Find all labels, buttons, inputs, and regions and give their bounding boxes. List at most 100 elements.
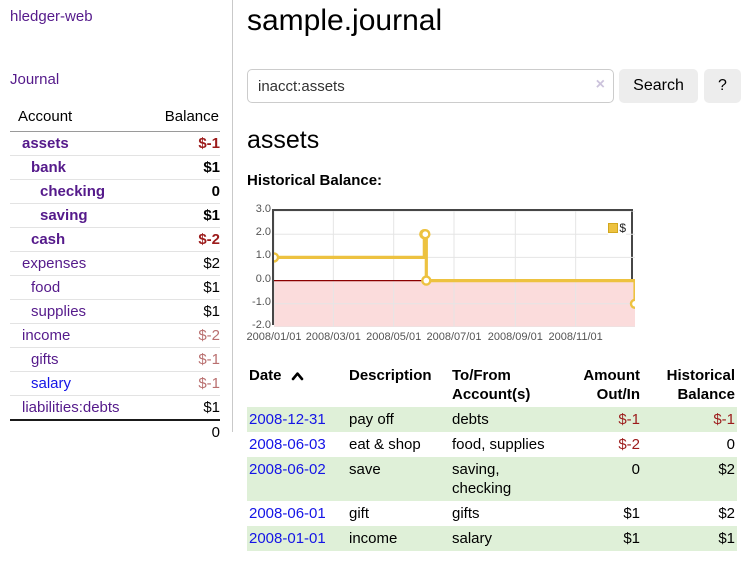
transaction-balance: $-1 — [713, 411, 735, 428]
journal-link[interactable]: Journal — [10, 71, 60, 88]
register-row: 2008-06-02 save saving, checking 0 $2 — [247, 457, 737, 501]
transaction-date-link[interactable]: 2008-06-03 — [249, 436, 326, 453]
x-axis-tick-label: 2008/03/01 — [305, 331, 361, 343]
account-link[interactable]: cash — [31, 231, 66, 248]
transaction-accounts: gifts — [452, 505, 480, 522]
account-row: salary $-1 — [10, 371, 220, 396]
register-header-balance: Historical Balance — [666, 367, 735, 403]
clear-search-icon[interactable]: × — [595, 76, 605, 93]
transaction-amount: $1 — [623, 505, 640, 522]
transaction-description: eat & shop — [349, 436, 421, 453]
accounts-header-balance: Balance — [149, 104, 220, 132]
transaction-balance: $1 — [718, 530, 735, 547]
transaction-amount: $-1 — [618, 411, 640, 428]
chart-plot-area[interactable]: $ — [272, 209, 635, 327]
transaction-date-link[interactable]: 2008-01-01 — [249, 530, 326, 547]
register-header-date: Date — [247, 366, 347, 407]
account-link[interactable]: supplies — [31, 303, 87, 320]
account-link[interactable]: gifts — [31, 351, 59, 368]
transaction-accounts: salary — [452, 530, 493, 547]
search-input[interactable] — [247, 69, 614, 103]
y-axis-tick-label: 0.0 — [255, 272, 271, 285]
transaction-amount: $1 — [623, 530, 640, 547]
x-axis-tick-label: 2008/01/01 — [246, 331, 302, 343]
register-table: Date Description To/From Account(s) Amou… — [247, 366, 737, 551]
account-row: liabilities:debts $1 — [10, 395, 220, 421]
account-link[interactable]: checking — [40, 183, 106, 200]
main-content: sample.journal × Search ? assets Histori… — [233, 0, 742, 582]
y-axis-tick-label: -1.0 — [252, 295, 271, 308]
transaction-date-link[interactable]: 2008-06-02 — [249, 461, 326, 478]
x-axis-tick-label: 2008/11/01 — [548, 331, 603, 343]
register-header-account: To/From Account(s) — [452, 367, 531, 403]
account-link[interactable]: bank — [31, 159, 67, 176]
date-header-label: Date — [249, 367, 282, 384]
register-row: 2008-12-31 pay off debts $-1 $-1 — [247, 407, 737, 432]
transaction-balance: 0 — [726, 436, 735, 453]
transaction-description: save — [349, 461, 381, 478]
accounts-total-balance: 0 — [211, 424, 220, 441]
account-balance: $2 — [203, 255, 220, 272]
account-row: food $1 — [10, 275, 220, 300]
account-row: bank $1 — [10, 155, 220, 180]
account-link[interactable]: liabilities:debts — [22, 399, 120, 416]
transaction-date-link[interactable]: 2008-06-01 — [249, 505, 326, 522]
account-balance: $1 — [203, 279, 220, 296]
chart-title: Historical Balance: — [247, 172, 383, 189]
account-row: cash $-2 — [10, 227, 220, 252]
register-row: 2008-01-01 income salary $1 $1 — [247, 526, 737, 551]
series-name: $ — [619, 221, 626, 235]
account-link[interactable]: salary — [31, 375, 72, 392]
y-axis-tick-label: 1.0 — [255, 249, 271, 262]
account-link[interactable]: assets — [22, 135, 69, 152]
register-header-description: Description — [349, 367, 432, 384]
transaction-amount: 0 — [631, 461, 640, 478]
transaction-accounts: saving, checking — [452, 461, 512, 497]
account-balance: $1 — [203, 399, 220, 416]
account-balance: 0 — [211, 183, 220, 200]
app-title-link[interactable]: hledger-web — [10, 8, 93, 25]
historical-balance-chart: 3.0 2.0 1.0 0.0 -1.0 -2.0 2008/01/01 2008/03/01… — [246, 202, 741, 345]
transaction-accounts: food, supplies — [452, 436, 545, 453]
transaction-description: income — [349, 530, 398, 547]
help-button[interactable]: ? — [704, 69, 741, 103]
search-bar: × Search ? — [247, 69, 741, 103]
x-axis-tick-label: 2008/05/01 — [366, 331, 422, 343]
y-axis-tick-label: -2.0 — [252, 319, 271, 331]
account-page-title: assets — [247, 126, 320, 154]
sort-by-date-link[interactable]: Date — [249, 366, 304, 385]
account-link[interactable]: saving — [40, 207, 88, 224]
account-row: supplies $1 — [10, 299, 220, 324]
transaction-amount: $-2 — [618, 436, 640, 453]
account-row: checking 0 — [10, 179, 220, 204]
account-row: income $-2 — [10, 323, 220, 348]
register-header-amount: Amount Out/In — [583, 367, 640, 403]
series-color-swatch-icon — [608, 223, 619, 233]
register-row: 2008-06-01 gift gifts $1 $2 — [247, 501, 737, 526]
register-row: 2008-06-03 eat & shop food, supplies $-2 0 — [247, 432, 737, 457]
account-link[interactable]: food — [31, 279, 61, 296]
search-button[interactable]: Search — [619, 69, 698, 103]
account-balance: $-2 — [198, 327, 220, 344]
account-balance: $1 — [203, 303, 220, 320]
accounts-header-account: Account — [10, 104, 150, 132]
account-row: gifts $-1 — [10, 347, 220, 372]
transaction-accounts: debts — [452, 411, 489, 428]
transaction-date-link[interactable]: 2008-12-31 — [249, 411, 326, 428]
y-axis-tick-label: 2.0 — [255, 226, 271, 239]
accounts-table: Account Balance assets $-1 bank $1 checking 0… — [10, 104, 220, 444]
account-row: expenses $2 — [10, 251, 220, 276]
account-link[interactable]: income — [22, 327, 71, 344]
transaction-balance: $2 — [718, 505, 735, 522]
account-link[interactable]: expenses — [22, 255, 87, 272]
transaction-balance: $2 — [718, 461, 735, 478]
account-balance: $-1 — [198, 375, 220, 392]
sort-ascending-icon — [291, 371, 303, 380]
accounts-header-row: Account Balance — [10, 104, 220, 132]
account-row: saving $1 — [10, 203, 220, 228]
transaction-description: pay off — [349, 411, 394, 428]
y-axis-tick-label: 3.0 — [255, 203, 271, 215]
account-balance: $1 — [203, 159, 220, 176]
transaction-description: gift — [349, 505, 370, 522]
